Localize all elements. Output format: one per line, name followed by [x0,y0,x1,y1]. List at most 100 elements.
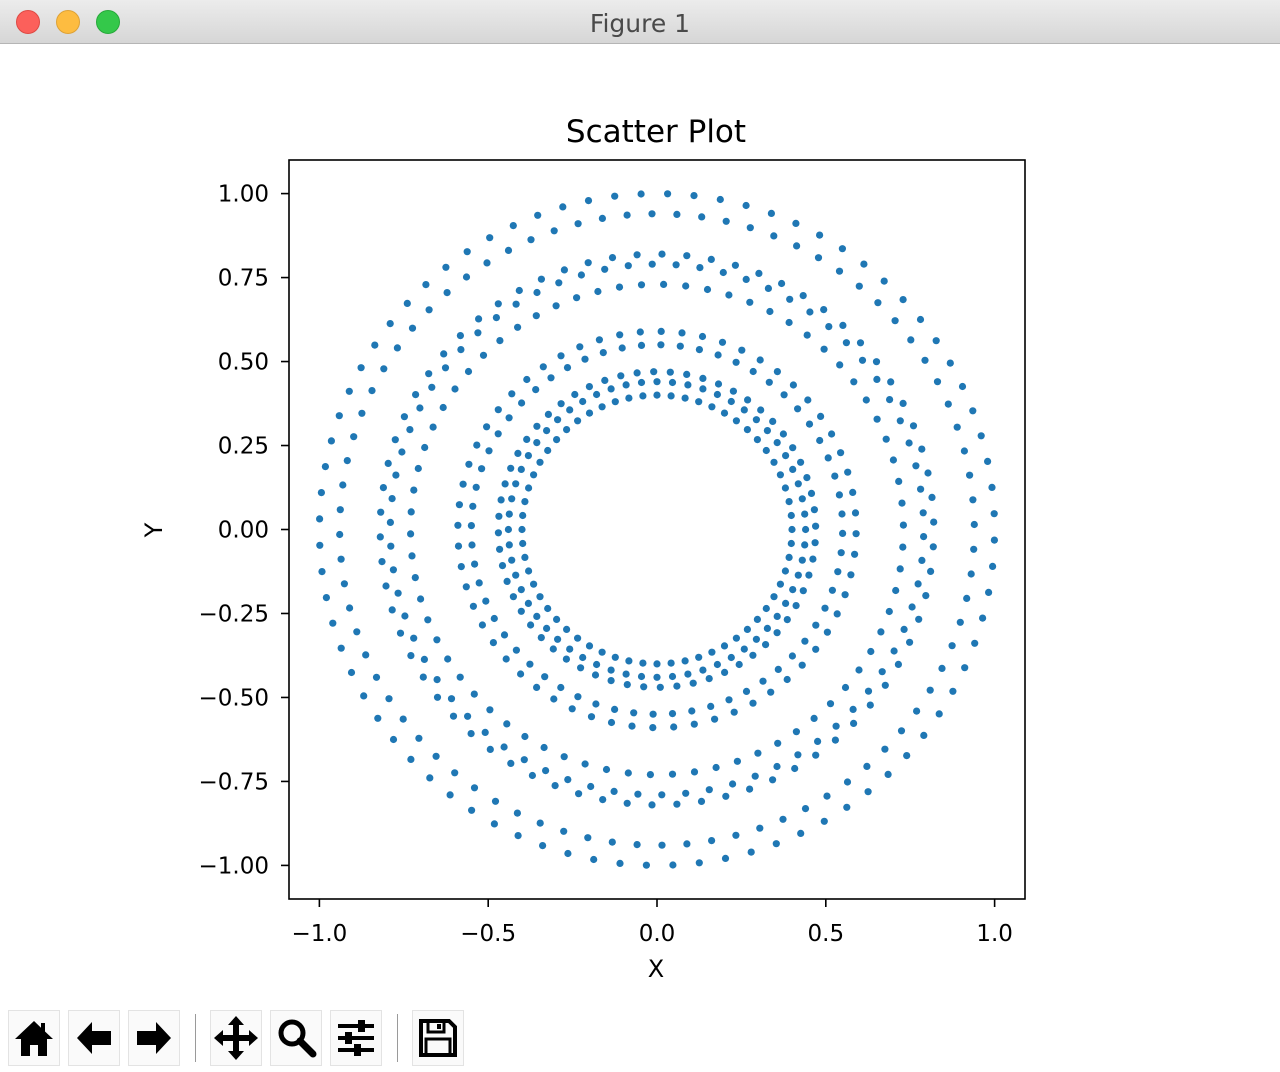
scatter-point [532,386,540,394]
scatter-point [512,571,520,579]
scatter-point [368,387,376,395]
scatter-point [633,841,641,849]
scatter-point [539,842,547,850]
scatter-point [525,484,533,492]
navigation-toolbar [0,1006,1280,1072]
scatter-point [552,302,560,310]
scatter-point [899,521,908,529]
scatter-point [455,501,463,509]
back-button[interactable] [68,1010,120,1066]
scatter-point [648,801,656,809]
scatter-point [337,644,345,652]
scatter-point [749,699,757,707]
scatter-point [536,458,544,466]
configure-subplots-button[interactable] [330,1010,382,1066]
scatter-point [577,271,586,279]
scatter-point [781,567,790,575]
scatter-point [472,483,480,491]
scatter-point [607,718,616,727]
scatter-point [803,474,811,482]
scatter-point [530,580,538,588]
scatter-point [523,435,531,443]
scatter-point [729,387,738,395]
scatter-point [408,552,416,560]
forward-button[interactable] [128,1010,180,1066]
scatter-point [746,298,754,306]
scatter-point [873,415,881,423]
scatter-point [864,788,872,796]
scatter-point [707,702,715,711]
scatter-point [798,495,806,503]
scatter-point [527,621,535,629]
scatter-point [321,463,329,471]
scatter-point [533,439,541,447]
scatter-point [938,664,946,673]
scatter-point [927,567,935,576]
scatter-point [616,859,624,868]
scatter-point [713,390,722,399]
scatter-point [485,447,493,455]
scatter-point [785,318,793,327]
scatter-point [353,628,361,636]
close-window-button[interactable] [16,10,40,34]
scatter-point [327,437,335,445]
scatter-point [478,621,486,629]
scatter-point [388,495,396,503]
scatter-point [744,396,752,404]
scatter-point [433,676,441,684]
maximize-window-button[interactable] [96,10,120,34]
scatter-point [347,668,356,677]
minimize-window-button[interactable] [56,10,80,34]
scatter-point [653,673,661,681]
scatter-point [785,553,793,561]
scatter-point [783,616,791,624]
scatter-point [672,261,680,269]
scatter-point [393,344,401,352]
scatter-point [881,681,889,689]
scatter-point [703,285,712,294]
scatter-point [508,390,516,398]
scatter-point [544,604,552,613]
scatter-point [451,385,459,393]
scatter-point [881,745,889,753]
scatter-point [920,533,928,541]
scatter-point [903,752,911,760]
scatter-point [835,491,844,499]
scatter-point [730,708,738,716]
scatter-point [774,665,782,674]
scatter-point [525,567,533,575]
scatter-point [668,378,677,387]
scatter-point [729,780,737,788]
pan-button[interactable] [210,1010,262,1066]
x-tick-label: −1.0 [291,921,347,947]
scatter-point [668,672,677,681]
home-button[interactable] [8,1010,60,1066]
scatter-point [789,586,797,594]
scatter-point [462,583,470,591]
scatter-point [443,289,451,297]
scatter-point [415,734,423,742]
scatter-point [584,197,593,205]
scatter-point [772,840,780,848]
scatter-point [792,219,800,227]
save-button[interactable] [412,1010,464,1066]
scatter-point [799,587,807,595]
scatter-point [849,705,857,714]
scatter-point [391,436,399,444]
scatter-point [828,430,836,438]
scatter-point [335,412,343,420]
scatter-point [801,637,809,645]
scatter-point [502,655,510,663]
scatter-point [743,426,752,434]
scatter-point [721,854,730,863]
scatter-point [615,283,624,291]
scatter-point [316,541,324,549]
scatter-point [623,211,631,219]
scatter-point [633,251,641,259]
y-tick-label: 0.50 [218,350,269,376]
scatter-point [958,382,967,391]
scatter-point [804,396,812,404]
zoom-button[interactable] [270,1010,322,1066]
scatter-point [721,668,729,677]
scatter-point [773,629,781,637]
